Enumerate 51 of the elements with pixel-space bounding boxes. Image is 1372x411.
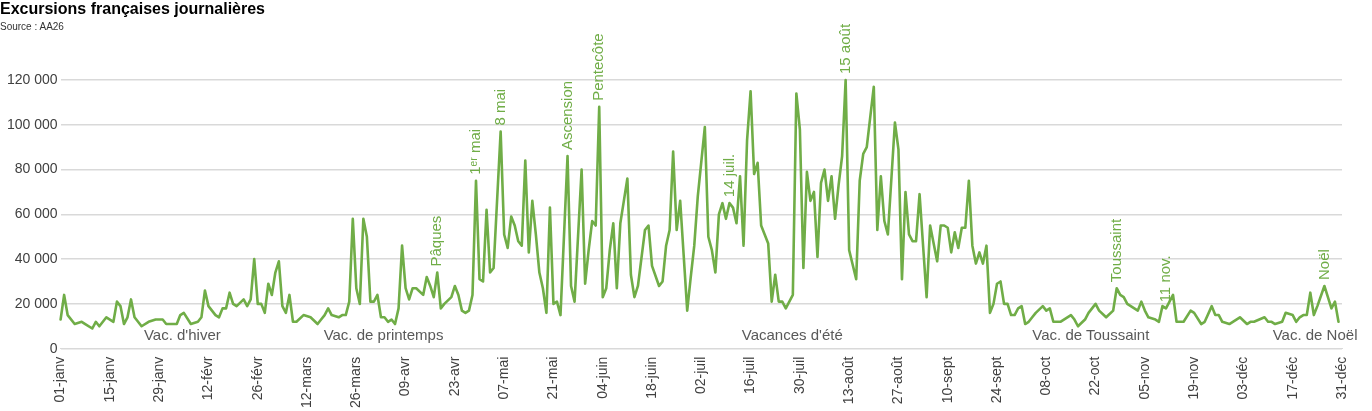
x-tick-label: 31-déc [1332,356,1349,400]
annotation: Pentecôte [589,33,607,101]
x-tick-label: 09-avr [396,356,413,397]
x-tick-label: 17-déc [1283,356,1300,400]
x-tick-label: 29-janv [150,356,167,403]
y-tick-label: 20 000 [14,294,58,311]
x-tick-label: 26-mars [347,356,364,409]
x-tick-label: 04-juin [593,356,610,399]
annotation: Vac. d'hiver [143,325,221,343]
x-tick-label: 08-oct [1037,356,1054,396]
annotation: Vac. de printemps [323,325,444,343]
x-tick-label: 05-nov [1135,356,1152,400]
annotation: 15 août [835,23,853,74]
x-tick-label: 12-mars [297,356,314,409]
annotation: Vacances d'été [741,325,843,343]
annotation: Toussaint [1106,218,1124,283]
y-tick-label: 0 [49,339,58,356]
x-tick-label: 23-avr [445,356,462,397]
source-note: Source : AA26 [0,21,64,32]
x-tick-label: 21-mai [544,356,561,400]
y-tick-label: 80 000 [14,160,58,177]
y-tick-label: 120 000 [7,70,58,87]
annotation: Vac. de Toussaint [1032,325,1151,343]
x-tick-label: 10-sept [938,356,955,404]
x-tick-label: 07-mai [495,356,512,400]
annotation: 8 mai [490,88,508,126]
x-tick-label: 19-nov [1185,356,1202,400]
annotation: Pâques [427,215,445,267]
x-tick-label: 30-juil [790,356,807,395]
x-tick-label: 27-août [889,356,906,405]
annotation: Vac. de Noël [1272,325,1358,343]
x-tick-label: 24-sept [987,356,1004,404]
x-tick-label: 22-oct [1086,356,1103,396]
annotation: 11 nov. [1156,255,1174,303]
annotation: Noël [1314,249,1332,280]
x-tick-label: 03-déc [1234,356,1251,400]
annotation: 14 juil. [719,153,737,198]
x-tick-label: 12-févr [199,356,216,401]
chart-title: Excursions françaises journalières [0,0,266,18]
annotation: Ascension [557,80,575,151]
y-tick-label: 60 000 [14,205,58,222]
x-tick-label: 15-janv [100,356,117,403]
annotation: 1ᵉʳ mai [466,128,484,175]
x-tick-label: 01-janv [51,356,68,403]
x-tick-label: 18-juin [642,356,659,399]
x-tick-label: 26-févr [248,356,265,401]
y-tick-label: 40 000 [14,249,58,266]
x-tick-label: 16-juil [741,356,758,395]
y-tick-label: 100 000 [7,115,58,132]
x-tick-label: 13-août [840,356,857,405]
x-tick-label: 02-juil [692,356,709,395]
